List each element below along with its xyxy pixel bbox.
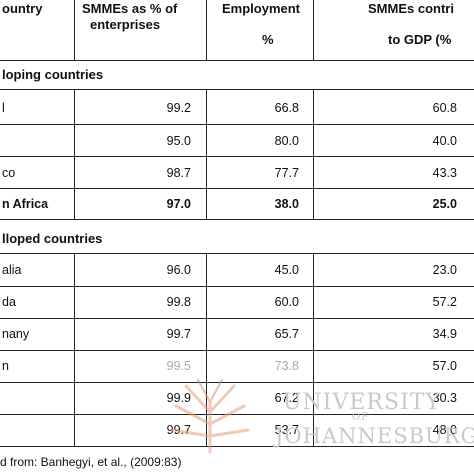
- section-rule: [0, 89, 474, 90]
- country-cell: n Africa: [2, 197, 49, 211]
- country-cell: n: [2, 359, 9, 373]
- watermark-line2: OF: [352, 412, 370, 423]
- enterprises-cell: 96.0: [166, 263, 191, 277]
- column-divider: [74, 89, 75, 219]
- section-rule: [0, 253, 474, 254]
- enterprises-cell: 99.8: [166, 295, 191, 309]
- row-rule: [0, 124, 474, 125]
- employment-cell: 60.0: [274, 295, 299, 309]
- column-divider: [206, 253, 207, 446]
- gdp-cell: 57.0: [432, 359, 457, 373]
- employment-cell: 77.7: [274, 166, 299, 180]
- employment-cell: 45.0: [274, 263, 299, 277]
- header-enterprises-line2: enterprises: [90, 17, 161, 32]
- row-rule: [0, 219, 474, 220]
- employment-cell: 80.0: [274, 134, 299, 148]
- column-divider: [313, 0, 314, 60]
- row-rule: [0, 414, 474, 415]
- watermark-line1: UNIVERSITY: [283, 390, 441, 415]
- row-rule: [0, 350, 474, 351]
- gdp-cell: 30.3: [432, 391, 457, 405]
- header-country: ountry: [2, 1, 43, 16]
- column-divider: [313, 253, 314, 446]
- column-divider: [206, 89, 207, 219]
- header-employment-line2: %: [262, 32, 274, 47]
- employment-cell: 66.8: [274, 101, 299, 115]
- header-enterprises-line1: SMMEs as % of: [82, 1, 178, 16]
- section-title-developing: loping countries: [2, 67, 104, 82]
- university-logo-emblem-icon: [170, 379, 250, 454]
- table-bottom-rule: [0, 446, 474, 447]
- column-divider: [74, 0, 75, 60]
- employment-cell: 53.7: [274, 423, 299, 437]
- gdp-cell: 43.3: [432, 166, 457, 180]
- gdp-cell: 60.8: [432, 101, 457, 115]
- enterprises-cell: 99.9: [166, 391, 191, 405]
- column-divider: [206, 0, 207, 60]
- country-cell: co: [2, 166, 16, 180]
- row-rule: [0, 318, 474, 319]
- employment-cell: 38.0: [274, 197, 299, 211]
- enterprises-cell: 99.5: [166, 359, 191, 373]
- enterprises-cell: 95.0: [166, 134, 191, 148]
- header-bottom-rule: [0, 60, 474, 61]
- gdp-cell: 23.0: [432, 263, 457, 277]
- gdp-cell: 34.9: [432, 327, 457, 341]
- gdp-cell: 48.0: [432, 423, 457, 437]
- employment-cell: 65.7: [274, 327, 299, 341]
- header-employment-line1: Employment: [222, 1, 301, 16]
- section-title-developed: lloped countries: [2, 231, 103, 246]
- employment-cell: 67.2: [274, 391, 299, 405]
- country-cell: da: [2, 295, 16, 309]
- gdp-cell: 57.2: [432, 295, 457, 309]
- header-gdp-line1: SMMEs contri: [368, 1, 454, 16]
- country-cell: nany: [2, 327, 30, 341]
- row-rule: [0, 286, 474, 287]
- employment-cell: 73.8: [274, 359, 299, 373]
- column-divider: [74, 253, 75, 446]
- gdp-cell: 25.0: [432, 197, 457, 211]
- column-divider: [313, 89, 314, 219]
- watermark-line3: JOHANNESBURG: [275, 424, 474, 448]
- enterprises-cell: 99.2: [166, 101, 191, 115]
- row-rule: [0, 188, 474, 189]
- country-cell: l: [2, 101, 5, 115]
- enterprises-cell: 98.7: [166, 166, 191, 180]
- enterprises-cell: 99.7: [166, 327, 191, 341]
- header-gdp-line2: to GDP (%: [388, 32, 452, 47]
- row-rule: [0, 156, 474, 157]
- gdp-cell: 40.0: [432, 134, 457, 148]
- country-cell: alia: [2, 263, 22, 277]
- row-rule: [0, 382, 474, 383]
- source-citation: d from: Banhegyi, et al., (2009:83): [0, 455, 182, 469]
- enterprises-cell: 97.0: [166, 197, 191, 211]
